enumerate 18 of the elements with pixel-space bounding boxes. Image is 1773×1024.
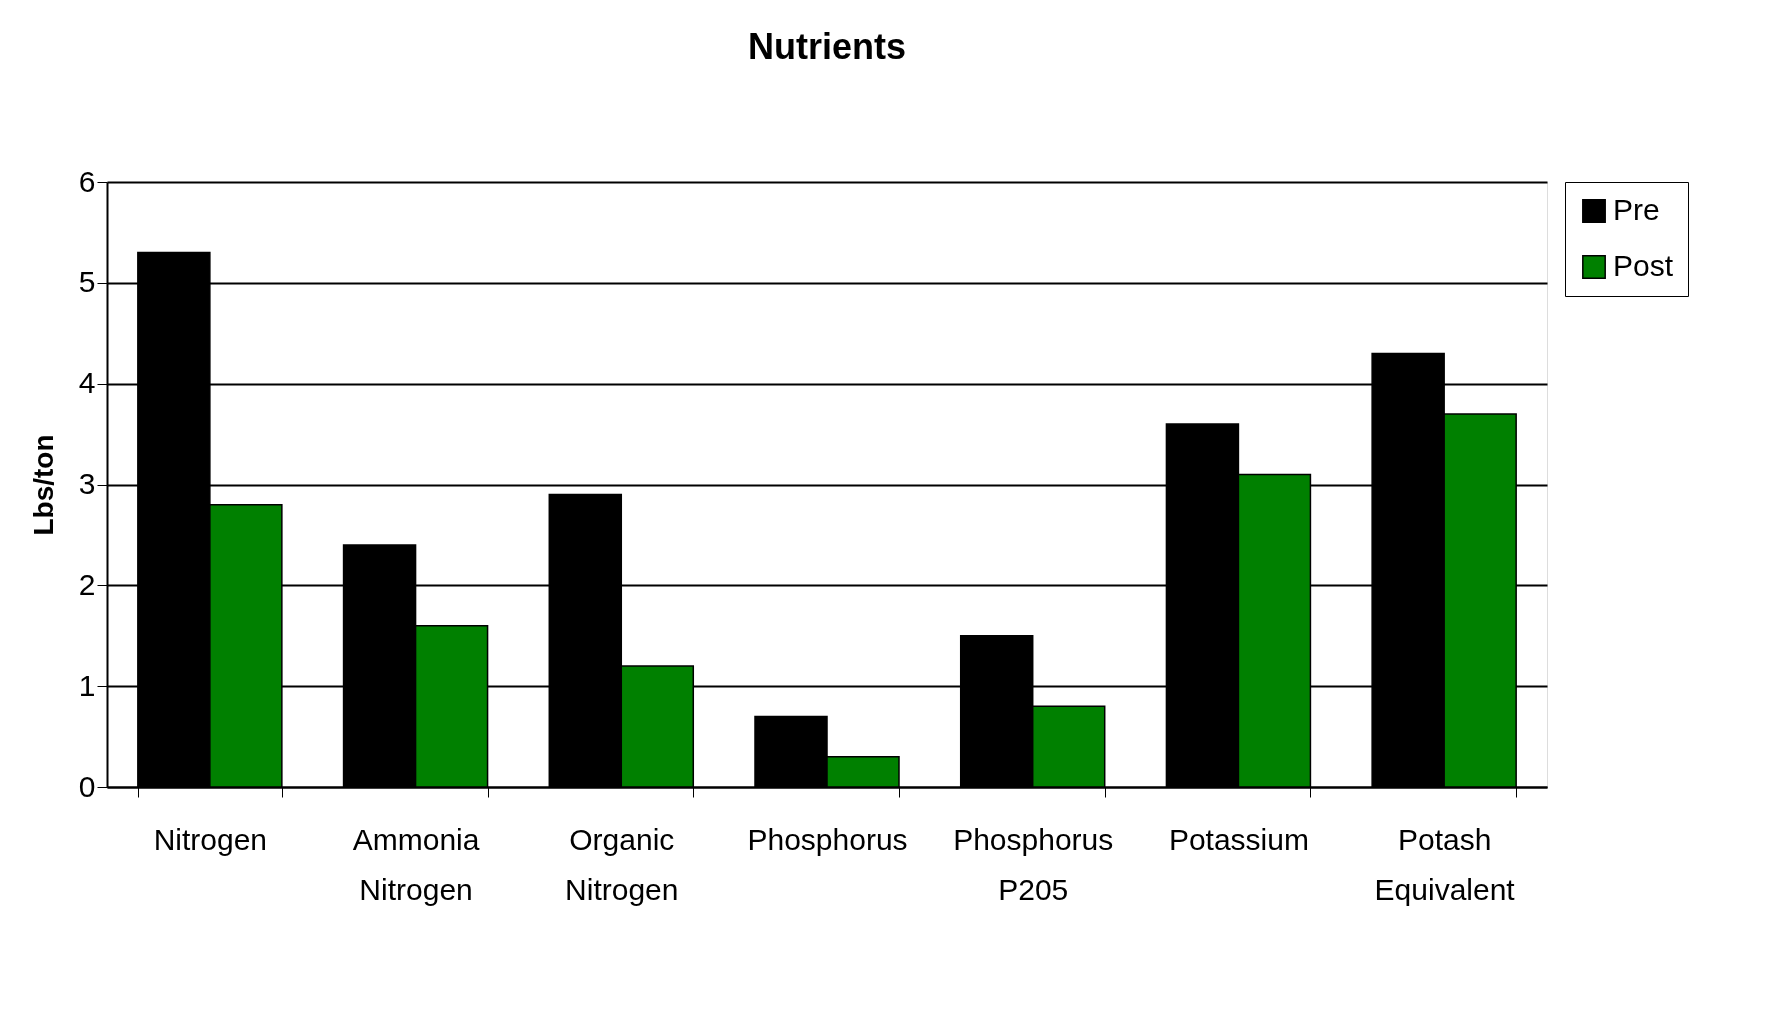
- y-tick-label: 3: [78, 467, 96, 500]
- y-tick-label: 0: [78, 769, 96, 803]
- legend-label: Pre: [1613, 193, 1660, 226]
- x-tick-label: Ammonia Nitrogen: [352, 822, 480, 906]
- x-tick-label: Organic Nitrogen: [565, 822, 679, 906]
- y-tick-label: 4: [78, 366, 96, 400]
- legend-label: Post: [1613, 249, 1674, 282]
- x-tick-label: Potassium: [1168, 822, 1309, 856]
- x-tick-label: Phosphorus: [747, 822, 908, 856]
- x-tick-label: Nitrogen: [153, 822, 268, 856]
- y-tick-label: 5: [78, 265, 96, 299]
- y-tick-label: 6: [78, 164, 96, 198]
- x-tick-label: Potash Equivalent: [1374, 822, 1516, 906]
- x-tick-label: Phosphorus P205: [953, 822, 1114, 906]
- y-axis-title: Lbs/ton: [27, 434, 59, 536]
- chart-title: Nutrients: [747, 26, 907, 67]
- y-tick-label: 2: [78, 567, 96, 601]
- y-tick-label: 1: [78, 668, 96, 702]
